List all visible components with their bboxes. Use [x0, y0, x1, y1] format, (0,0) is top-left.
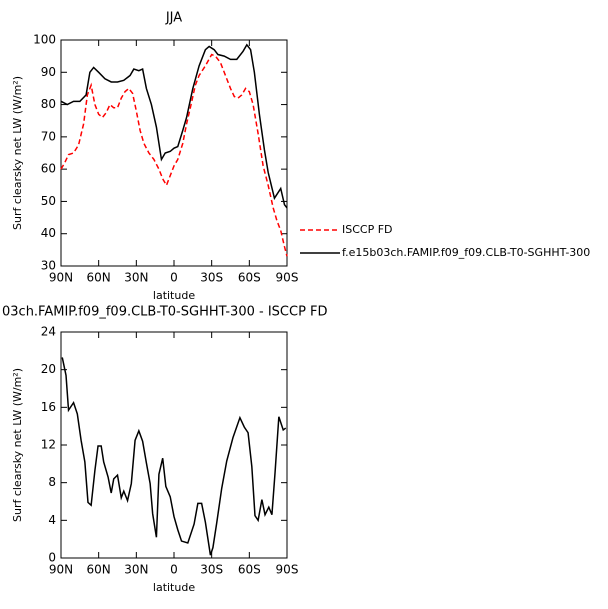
- y-tick-label: 50: [41, 194, 56, 208]
- x-tick-label: 90S: [276, 563, 299, 577]
- y-axis-label: Surf clearsky net LW (W/m²): [11, 76, 24, 230]
- x-tick-label: 0: [170, 271, 178, 285]
- y-tick-label: 80: [41, 97, 56, 111]
- y-tick-label: 8: [48, 475, 56, 489]
- y-tick-label: 40: [41, 226, 56, 240]
- chart-title: JJA: [165, 11, 182, 26]
- x-tick-label: 90N: [49, 271, 73, 285]
- y-tick-label: 60: [41, 162, 56, 176]
- y-tick-label: 24: [41, 325, 56, 339]
- x-axis-label: latitude: [153, 581, 195, 594]
- y-tick-label: 12: [41, 438, 56, 452]
- y-tick-label: 90: [41, 65, 56, 79]
- plot-frame: [60, 39, 288, 267]
- x-tick-label: 0: [170, 563, 178, 577]
- y-tick-label: 4: [48, 513, 56, 527]
- x-tick-label: 60N: [87, 271, 111, 285]
- legend-label: ISCCP FD: [342, 223, 393, 236]
- data-line: [60, 43, 288, 209]
- x-axis-label: latitude: [153, 289, 195, 302]
- x-tick-label: 30N: [124, 563, 148, 577]
- y-tick-label: 30: [41, 259, 56, 273]
- plot-frame: [60, 331, 288, 559]
- chart-title: 03ch.FAMIP.f09_f09.CLB-T0-SGHHT-300 - IS…: [2, 305, 328, 320]
- x-tick-label: 60N: [87, 563, 111, 577]
- data-line: [61, 357, 287, 556]
- y-tick-label: 20: [41, 362, 56, 376]
- x-tick-label: 60S: [238, 563, 261, 577]
- y-tick-label: 70: [41, 129, 56, 143]
- legend-label: f.e15b03ch.FAMIP.f09_f09.CLB-T0-SGHHT-30…: [342, 246, 590, 259]
- y-tick-label: 0: [48, 551, 56, 565]
- x-tick-label: 90S: [276, 271, 299, 285]
- y-tick-label: 100: [33, 33, 56, 47]
- x-tick-label: 30N: [124, 271, 148, 285]
- data-line: [60, 53, 288, 257]
- x-tick-label: 60S: [238, 271, 261, 285]
- x-tick-label: 90N: [49, 563, 73, 577]
- x-tick-label: 30S: [200, 271, 223, 285]
- x-tick-label: 30S: [200, 563, 223, 577]
- y-tick-label: 16: [41, 400, 56, 414]
- y-axis-label: Surf clearsky net LW (W/m²): [11, 368, 24, 522]
